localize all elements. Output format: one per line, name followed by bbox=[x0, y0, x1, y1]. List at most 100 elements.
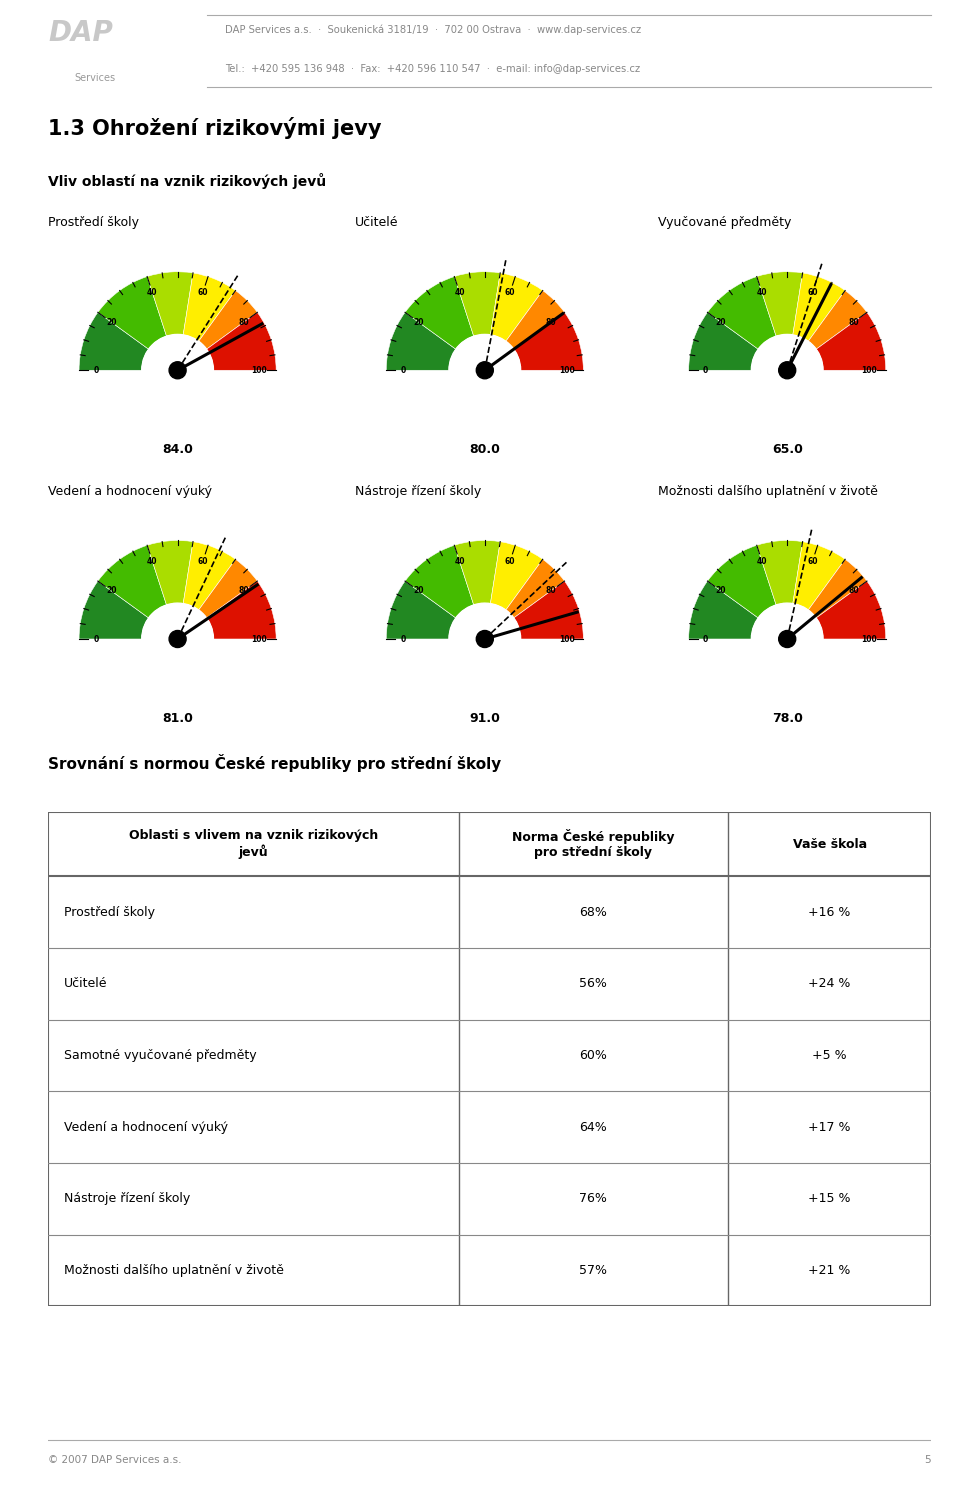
Wedge shape bbox=[183, 273, 235, 342]
Text: 80: 80 bbox=[238, 587, 249, 596]
Circle shape bbox=[476, 630, 493, 648]
Text: Vaše škola: Vaše škola bbox=[793, 838, 867, 851]
Text: Srovnání s normou České republiky pro střední školy: Srovnání s normou České republiky pro st… bbox=[48, 754, 501, 772]
Text: 100: 100 bbox=[861, 366, 876, 375]
Text: 60: 60 bbox=[198, 557, 208, 566]
Text: 80: 80 bbox=[238, 318, 249, 327]
Wedge shape bbox=[793, 273, 845, 342]
Text: 100: 100 bbox=[861, 635, 876, 643]
Text: Tel.:  +420 595 136 948  ·  Fax:  +420 596 110 547  ·  e-mail: info@dap-services: Tel.: +420 595 136 948 · Fax: +420 596 1… bbox=[225, 64, 639, 73]
Text: 60: 60 bbox=[198, 288, 208, 297]
Text: +17 %: +17 % bbox=[808, 1121, 851, 1133]
Text: 0: 0 bbox=[400, 635, 406, 643]
Wedge shape bbox=[793, 542, 845, 611]
Text: 40: 40 bbox=[454, 288, 465, 297]
Text: Učitelé: Učitelé bbox=[355, 216, 398, 228]
Circle shape bbox=[142, 334, 213, 406]
Text: 64%: 64% bbox=[580, 1121, 608, 1133]
Text: 0: 0 bbox=[400, 366, 406, 375]
Wedge shape bbox=[506, 560, 564, 618]
Text: 56%: 56% bbox=[580, 978, 608, 990]
Text: Norma České republiky
pro střední školy: Norma České republiky pro střední školy bbox=[512, 829, 675, 860]
Wedge shape bbox=[816, 312, 886, 370]
Wedge shape bbox=[79, 312, 149, 370]
Text: Vedení a hodnocení výuký: Vedení a hodnocení výuký bbox=[64, 1121, 228, 1133]
Circle shape bbox=[752, 334, 823, 406]
Text: 0: 0 bbox=[703, 635, 708, 643]
Wedge shape bbox=[199, 560, 257, 618]
Text: 20: 20 bbox=[716, 318, 727, 327]
Text: 60: 60 bbox=[807, 557, 818, 566]
Wedge shape bbox=[147, 272, 193, 336]
Text: Prostředí školy: Prostředí školy bbox=[48, 216, 139, 228]
Text: 78.0: 78.0 bbox=[772, 712, 803, 724]
Text: 5: 5 bbox=[924, 1456, 931, 1465]
Circle shape bbox=[779, 361, 796, 379]
Text: 80: 80 bbox=[848, 587, 858, 596]
Circle shape bbox=[779, 630, 796, 648]
Text: 80: 80 bbox=[545, 318, 556, 327]
Wedge shape bbox=[514, 312, 584, 370]
Circle shape bbox=[476, 361, 493, 379]
Text: DAP Services a.s.  ·  Soukenická 3181/19  ·  702 00 Ostrava  ·  www.dap-services: DAP Services a.s. · Soukenická 3181/19 ·… bbox=[225, 24, 640, 34]
Text: 20: 20 bbox=[414, 587, 424, 596]
Text: Vliv oblastí na vznik rizikových jevů: Vliv oblastí na vznik rizikových jevů bbox=[48, 173, 326, 188]
Text: 20: 20 bbox=[716, 587, 727, 596]
Text: +21 %: +21 % bbox=[808, 1265, 851, 1277]
Wedge shape bbox=[405, 545, 473, 618]
Text: Prostředí školy: Prostředí školy bbox=[64, 906, 155, 918]
Wedge shape bbox=[454, 540, 500, 605]
Wedge shape bbox=[756, 272, 803, 336]
Text: 0: 0 bbox=[703, 366, 708, 375]
Text: 40: 40 bbox=[147, 288, 157, 297]
Text: 60: 60 bbox=[505, 557, 516, 566]
Text: 84.0: 84.0 bbox=[162, 443, 193, 455]
Text: 100: 100 bbox=[559, 635, 574, 643]
Text: Nástroje řízení školy: Nástroje řízení školy bbox=[64, 1193, 190, 1205]
Wedge shape bbox=[688, 581, 758, 639]
Wedge shape bbox=[708, 276, 776, 349]
Wedge shape bbox=[454, 272, 500, 336]
Text: 40: 40 bbox=[756, 288, 767, 297]
Text: 40: 40 bbox=[756, 557, 767, 566]
Circle shape bbox=[142, 603, 213, 675]
Text: 40: 40 bbox=[147, 557, 157, 566]
Circle shape bbox=[449, 603, 520, 675]
Text: 80: 80 bbox=[848, 318, 858, 327]
Wedge shape bbox=[147, 540, 193, 605]
Wedge shape bbox=[386, 581, 456, 639]
Text: Učitelé: Učitelé bbox=[64, 978, 108, 990]
Wedge shape bbox=[491, 542, 542, 611]
Wedge shape bbox=[405, 276, 473, 349]
Text: 80: 80 bbox=[545, 587, 556, 596]
Text: 57%: 57% bbox=[580, 1265, 608, 1277]
Text: 80.0: 80.0 bbox=[469, 443, 500, 455]
Text: 81.0: 81.0 bbox=[162, 712, 193, 724]
Text: +16 %: +16 % bbox=[808, 906, 851, 918]
Wedge shape bbox=[708, 545, 776, 618]
Text: +24 %: +24 % bbox=[808, 978, 851, 990]
Wedge shape bbox=[688, 312, 758, 370]
Wedge shape bbox=[98, 276, 166, 349]
Wedge shape bbox=[514, 581, 584, 639]
Wedge shape bbox=[98, 545, 166, 618]
Wedge shape bbox=[206, 581, 276, 639]
Text: Vedení a hodnocení výuký: Vedení a hodnocení výuký bbox=[48, 485, 212, 497]
Text: 0: 0 bbox=[93, 366, 99, 375]
Text: 60: 60 bbox=[505, 288, 516, 297]
Text: 68%: 68% bbox=[580, 906, 608, 918]
Text: +15 %: +15 % bbox=[808, 1193, 851, 1205]
Text: Samotné vyučované předměty: Samotné vyučované předměty bbox=[64, 1050, 256, 1062]
Text: 40: 40 bbox=[454, 557, 465, 566]
Wedge shape bbox=[816, 581, 886, 639]
Wedge shape bbox=[506, 291, 564, 349]
Circle shape bbox=[449, 334, 520, 406]
Text: 20: 20 bbox=[414, 318, 424, 327]
Wedge shape bbox=[808, 291, 867, 349]
Text: 65.0: 65.0 bbox=[772, 443, 803, 455]
Wedge shape bbox=[183, 542, 235, 611]
Text: Vyučované předměty: Vyučované předměty bbox=[658, 216, 791, 228]
Text: 100: 100 bbox=[252, 635, 267, 643]
Text: 20: 20 bbox=[107, 587, 117, 596]
Text: Services: Services bbox=[75, 73, 115, 84]
